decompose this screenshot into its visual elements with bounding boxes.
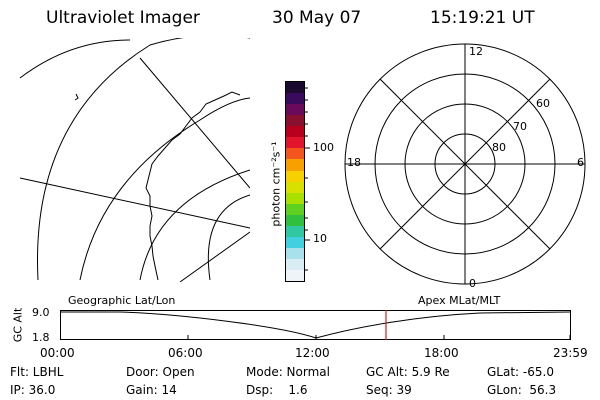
timeline-x-ticks [60,335,571,340]
mlt-label-18: 18 [347,156,361,169]
info-door: Door: Open [126,365,195,379]
diagonal-meridian [379,78,551,250]
colorbar-band [286,236,304,248]
timeline-x-tick-2359: 23:59 [553,346,588,360]
colorbar-band [286,203,304,215]
longitude-line [19,177,250,229]
mlt-label-12: 12 [469,45,483,58]
timeline-x-tick-1800: 18:00 [424,346,459,360]
latitude-arc [79,97,250,281]
latitude-arc [37,38,250,281]
timeline-x-tick-1200: 12:00 [295,346,330,360]
colorbar-band [286,93,304,105]
latitude-arc [207,194,250,281]
intensity-colorbar [285,81,305,282]
app-title: Ultraviolet Imager [46,8,200,28]
longitude-line [139,57,250,189]
colorbar-band [286,214,304,226]
coastline [74,93,79,101]
polar-mlat-mlt-plot [344,43,586,285]
colorbar-band [286,259,304,271]
observation-time: 15:19:21 UT [430,8,535,28]
lat-label-70: 70 [513,120,527,133]
lat-label-80: 80 [492,141,506,154]
colorbar-band [286,82,304,94]
colorbar-unit-label: photon cm⁻²s⁻¹ [269,141,283,227]
altitude-curve [60,311,571,339]
colorbar-band [286,159,304,171]
timeline-left-caption: Geographic Lat/Lon [68,294,176,307]
info-dsp: Dsp: 1.6 [246,383,308,397]
timeline-axis-label: GC Alt [11,307,25,343]
colorbar-band [286,247,304,259]
colorbar-tick-label: 100 [313,141,334,154]
lat-label-60: 60 [536,97,550,110]
colorbar-band [286,270,304,282]
gc-altitude-timeline[interactable] [60,306,580,340]
colorbar-band [286,104,304,116]
mlt-label-0: 0 [469,277,476,290]
info-gc-alt: GC Alt: 5.9 Re [366,365,450,379]
info-ip: IP: 36.0 [10,383,56,397]
timeline-x-tick-0600: 06:00 [168,346,203,360]
colorbar-band [286,181,304,193]
info-seq: Seq: 39 [366,383,412,397]
info-gain: Gain: 14 [126,383,177,397]
colorbar-band [286,170,304,182]
info-glat: GLat: -65.0 [487,365,554,379]
colorbar-band [286,115,304,127]
timeline-right-caption: Apex MLat/MLT [418,294,501,307]
info-glon: GLon: 56.3 [487,383,557,397]
timeline-y-tick-min: 1.8 [32,331,50,344]
geographic-map [19,38,250,282]
info-filter: Flt: LBHL [10,365,64,379]
colorbar-ticks [304,87,310,271]
observation-date: 30 May 07 [272,8,362,28]
mlt-label-6: 6 [577,156,584,169]
info-mode: Mode: Normal [246,365,330,379]
timeline-y-tick-max: 9.0 [32,306,50,319]
colorbar-band [286,148,304,160]
colorbar-band [286,126,304,138]
latitude-arc [139,169,250,281]
coastline [145,91,241,281]
colorbar-band [286,137,304,149]
longitude-line [179,231,250,282]
timeline-x-tick-0000: 00:00 [40,346,75,360]
colorbar-band [286,225,304,237]
latitude-arc [19,39,131,79]
colorbar-tick-label: 10 [313,232,327,245]
colorbar-band [286,192,304,204]
